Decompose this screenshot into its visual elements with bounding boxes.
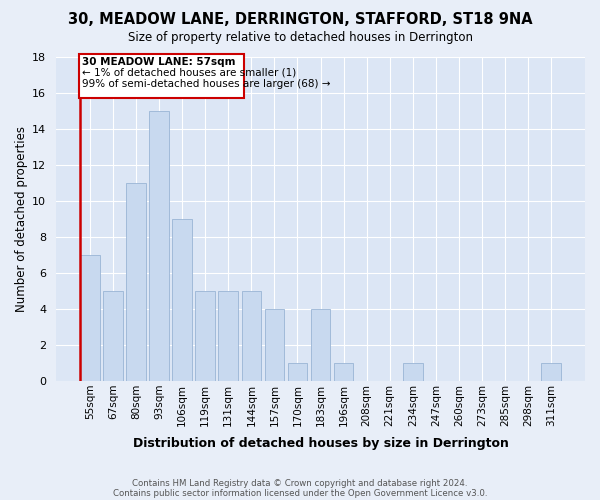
Text: 99% of semi-detached houses are larger (68) →: 99% of semi-detached houses are larger (… [82,79,330,89]
Text: Size of property relative to detached houses in Derrington: Size of property relative to detached ho… [128,31,473,44]
X-axis label: Distribution of detached houses by size in Derrington: Distribution of detached houses by size … [133,437,508,450]
Y-axis label: Number of detached properties: Number of detached properties [15,126,28,312]
Bar [541,363,561,381]
Bar [242,291,261,381]
Bar [149,110,169,381]
Bar [172,218,192,381]
Bar [287,363,307,381]
Bar [103,291,123,381]
Bar [265,309,284,381]
Bar [196,291,215,381]
Bar [334,363,353,381]
Text: 30, MEADOW LANE, DERRINGTON, STAFFORD, ST18 9NA: 30, MEADOW LANE, DERRINGTON, STAFFORD, S… [68,12,532,28]
Bar [80,255,100,381]
Bar [79,54,244,98]
Bar [403,363,422,381]
Bar [218,291,238,381]
Bar [311,309,331,381]
Text: 30 MEADOW LANE: 57sqm: 30 MEADOW LANE: 57sqm [82,56,235,66]
Bar [126,182,146,381]
Text: ← 1% of detached houses are smaller (1): ← 1% of detached houses are smaller (1) [82,68,296,78]
Text: Contains public sector information licensed under the Open Government Licence v3: Contains public sector information licen… [113,488,487,498]
Text: Contains HM Land Registry data © Crown copyright and database right 2024.: Contains HM Land Registry data © Crown c… [132,478,468,488]
